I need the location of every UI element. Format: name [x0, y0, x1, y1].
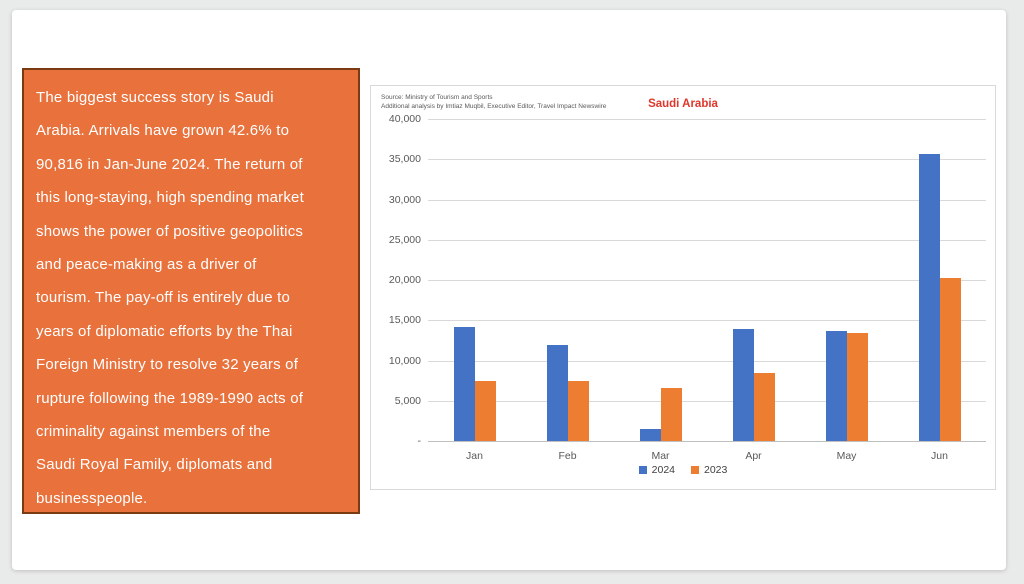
- bar-2023-may: [846, 333, 868, 441]
- gridline: [428, 199, 986, 201]
- gridline: [428, 239, 986, 241]
- y-axis-tick-label: 15,000: [388, 314, 421, 327]
- x-axis-tick-label-apr: Apr: [745, 450, 762, 462]
- bar-2023-mar: [660, 388, 682, 441]
- saudi-arabia-chart-panel: Source: Ministry of Tourism and Sports A…: [370, 85, 996, 490]
- chart-legend: 2024 2023: [371, 464, 995, 476]
- x-axis-tick-label-jan: Jan: [466, 450, 483, 462]
- y-axis-tick-label: 30,000: [388, 193, 421, 206]
- bar-2024-apr: [732, 329, 754, 441]
- y-axis-tick-label: 20,000: [388, 274, 421, 286]
- chart-source-note: Source: Ministry of Tourism and Sports A…: [381, 93, 606, 111]
- bar-2023-feb: [567, 381, 589, 441]
- gridline: [428, 119, 986, 120]
- gridline: [428, 400, 986, 402]
- legend-swatch-2024: [638, 466, 647, 474]
- legend-item-2023: 2023: [691, 464, 727, 476]
- legend-label-2024: 2024: [651, 464, 675, 476]
- y-axis-tick-label: 10,000: [388, 354, 421, 367]
- bar-2024-may: [825, 331, 847, 441]
- chart-source-line2: Additional analysis by Imtiaz Muqbil, Ex…: [381, 103, 607, 110]
- gridline: [428, 159, 986, 161]
- saudi-arabia-commentary-textbox: The biggest success story is Saudi Arabi…: [22, 68, 360, 514]
- chart-plot-area: - 5,000 10,000 15,000 20,000 25,000 30,000 35,0…: [371, 86, 995, 489]
- bar-2024-jan: [453, 326, 475, 441]
- chart-source-line1: Source: Ministry of Tourism and Sports: [381, 94, 493, 101]
- bar-2024-feb: [546, 345, 568, 441]
- x-axis-tick-label-mar: Mar: [651, 450, 670, 462]
- bar-2023-apr: [753, 372, 775, 441]
- legend-label-2023: 2023: [704, 464, 728, 476]
- slide: The biggest success story is Saudi Arabi…: [12, 10, 1006, 570]
- bar-2024-mar: [639, 428, 661, 441]
- y-axis-tick-label: -: [417, 435, 422, 447]
- y-axis-tick-label: 25,000: [388, 233, 421, 246]
- gridline: [428, 320, 986, 322]
- bar-2024-jun: [918, 154, 940, 441]
- bar-2023-jun: [939, 277, 961, 441]
- y-axis-tick-label: 5,000: [394, 394, 421, 407]
- y-axis-tick-label: 40,000: [388, 113, 421, 125]
- x-axis-tick-label-jun: Jun: [931, 450, 948, 462]
- x-axis-tick-label-feb: Feb: [558, 450, 577, 462]
- y-axis-tick-label: 35,000: [388, 153, 421, 166]
- legend-swatch-2023: [691, 466, 699, 474]
- x-axis-line: [428, 441, 986, 442]
- gridline: [428, 280, 986, 281]
- bar-2023-jan: [474, 381, 496, 441]
- chart-title: Saudi Arabia: [648, 98, 718, 110]
- x-axis-tick-label-may: May: [836, 450, 857, 462]
- legend-item-2024: 2024: [638, 464, 675, 476]
- gridline: [428, 360, 986, 362]
